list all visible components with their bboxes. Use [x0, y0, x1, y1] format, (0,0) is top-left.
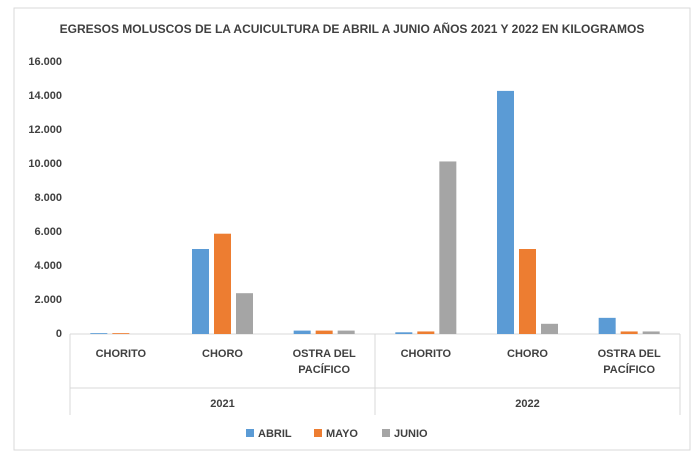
bar	[620, 331, 638, 334]
legend-swatch	[382, 429, 390, 437]
y-tick-label: 10.000	[28, 158, 62, 170]
bar	[315, 330, 333, 334]
bar	[439, 161, 457, 334]
x-tick-label: CHORITO	[400, 348, 452, 360]
legend-label: MAYO	[326, 428, 358, 440]
y-tick-label: 12.000	[28, 124, 62, 136]
x-tick-label: OSTRA DEL PACÍFICO	[292, 348, 356, 376]
bar	[598, 317, 616, 334]
x-tick-label-box: CHORO	[202, 348, 243, 360]
legend-label: ABRIL	[258, 428, 292, 440]
x-tick-label-box: CHORITO	[400, 348, 452, 360]
bar	[236, 293, 253, 334]
bar	[642, 331, 660, 334]
x-tick-label-box: OSTRA DEL PACÍFICO	[292, 348, 356, 376]
y-tick-label: 6.000	[34, 226, 62, 238]
y-tick-label: 8.000	[34, 192, 62, 204]
group-label: 2022	[515, 398, 539, 410]
x-tick-label: CHORITO	[95, 348, 147, 360]
bar	[337, 330, 355, 334]
x-tick-label-box: CHORO	[507, 348, 548, 360]
bar	[112, 333, 130, 334]
chart-border	[13, 7, 691, 451]
bar	[293, 330, 311, 334]
legend-swatch	[314, 429, 322, 437]
bar	[417, 331, 435, 334]
y-tick-label: 16.000	[28, 56, 62, 68]
x-tick-label-box: OSTRA DEL PACÍFICO	[597, 348, 661, 376]
x-tick-label: CHORO	[202, 348, 243, 360]
y-tick-label: 4.000	[34, 260, 62, 272]
bar	[497, 90, 514, 335]
y-tick-label: 14.000	[28, 90, 62, 102]
bar	[90, 333, 108, 334]
legend-swatch	[246, 429, 254, 437]
bar	[519, 249, 536, 334]
chart-title: EGRESOS MOLUSCOS DE LA ACUICULTURA DE AB…	[60, 21, 645, 36]
x-tick-label-box: CHORITO	[95, 348, 147, 360]
x-tick-label: OSTRA DEL PACÍFICO	[597, 348, 661, 376]
bar	[214, 233, 231, 334]
bar	[395, 332, 413, 334]
y-tick-label: 0	[56, 328, 62, 340]
y-tick-label: 2.000	[34, 294, 62, 306]
group-label: 2021	[210, 398, 234, 410]
bar	[192, 249, 209, 334]
bar	[541, 323, 558, 334]
x-tick-label: CHORO	[507, 348, 548, 360]
legend-label: JUNIO	[394, 428, 428, 440]
